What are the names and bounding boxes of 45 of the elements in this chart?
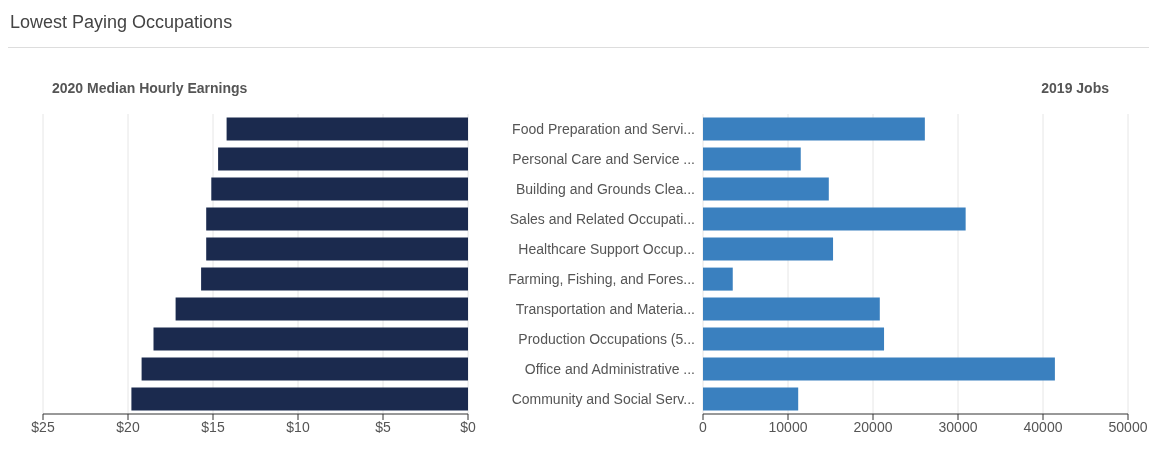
y-tick-label: Transportation and Materia... [515, 300, 695, 317]
bar [703, 147, 801, 171]
bar [703, 387, 799, 411]
bar [703, 327, 885, 351]
bar [703, 177, 829, 201]
y-tick-label: Building and Grounds Clea... [516, 180, 695, 197]
bar [703, 237, 834, 261]
y-tick-label: Healthcare Support Occup... [518, 240, 695, 257]
x-tick-label: $5 [375, 418, 391, 435]
y-tick-label: Personal Care and Service ... [512, 150, 695, 167]
bar [131, 387, 468, 411]
bar [175, 297, 468, 321]
x-tick-label: $25 [31, 418, 55, 435]
bar [218, 147, 468, 171]
bar [226, 117, 468, 141]
x-tick-label: $20 [116, 418, 140, 435]
x-tick-label: 0 [699, 418, 708, 435]
y-tick-label: Food Preparation and Servi... [512, 120, 695, 137]
x-tick-label: 40000 [1023, 418, 1063, 435]
chart-title: 2019 Jobs [1040, 80, 1110, 98]
y-tick-label: Community and Social Serv... [511, 390, 695, 407]
x-tick-label: $10 [286, 418, 310, 435]
bar [141, 357, 468, 381]
bar [153, 327, 468, 351]
x-tick-label: 50000 [1108, 418, 1148, 435]
y-tick-label: Farming, Fishing, and Fores... [508, 270, 695, 287]
x-tick-label: 20000 [853, 418, 893, 435]
bar [201, 267, 468, 291]
x-tick-label: 30000 [938, 418, 978, 435]
bar [703, 117, 925, 141]
x-tick-label: 10000 [768, 418, 808, 435]
bar [703, 357, 1055, 381]
chart-title: Lowest Paying Occupations [9, 11, 234, 34]
bar [703, 207, 966, 231]
bar [703, 297, 880, 321]
bar [703, 267, 733, 291]
bar [211, 177, 468, 201]
x-tick-label: $0 [460, 418, 476, 435]
y-tick-label: Office and Administrative ... [524, 360, 695, 377]
x-tick-label: $15 [201, 418, 225, 435]
bar [206, 237, 468, 261]
chart-subtitle: 2020 Median Hourly Earnings [51, 80, 249, 98]
y-tick-label: Sales and Related Occupati... [509, 210, 695, 227]
y-tick-label: Production Occupations (5... [518, 330, 695, 347]
bar [206, 207, 468, 231]
